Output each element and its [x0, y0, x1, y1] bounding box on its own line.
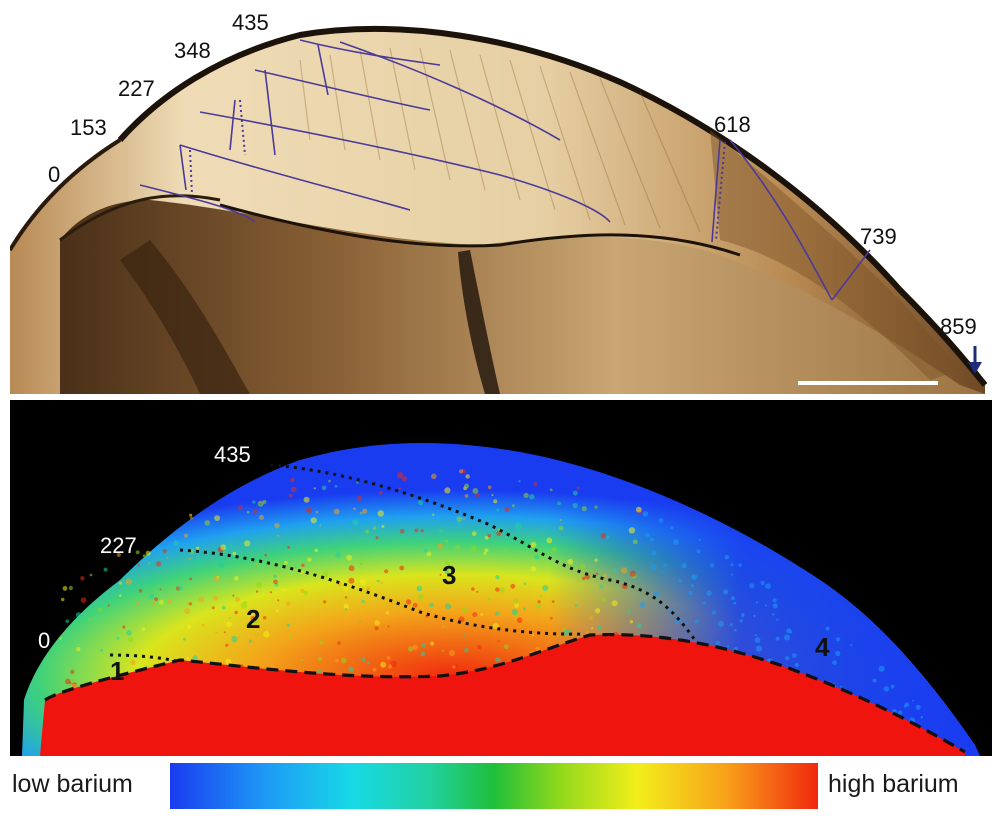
- zone-label-2: 2: [246, 604, 260, 634]
- tooth-thin-section-panel: [10, 26, 992, 394]
- growth-label-227: 227: [118, 76, 155, 101]
- barium-map-panel: [10, 400, 992, 756]
- map-label-227: 227: [100, 533, 137, 558]
- map-label-0: 0: [38, 628, 50, 653]
- growth-label-859: 859: [940, 314, 977, 339]
- top-growth-labels: 0 153 227 348 435 618 739 859: [48, 10, 977, 339]
- legend-low-label: low barium: [12, 770, 133, 798]
- dentine-high-barium: [40, 634, 965, 756]
- growth-label-153: 153: [70, 115, 107, 140]
- growth-label-348: 348: [174, 38, 211, 63]
- boundary-227: [179, 548, 586, 636]
- growth-label-0: 0: [48, 162, 60, 187]
- growth-label-618: 618: [714, 112, 751, 137]
- barium-colorbar: [170, 763, 818, 809]
- boundary-0: [109, 653, 181, 664]
- boundary-435: [269, 463, 697, 641]
- legend-high-label: high barium: [828, 770, 959, 798]
- growth-label-739: 739: [860, 224, 897, 249]
- zone-label-3: 3: [442, 560, 456, 590]
- dentine-boundary: [44, 632, 966, 754]
- dentine-layer: [60, 200, 985, 394]
- zone-label-4: 4: [815, 632, 830, 662]
- arrow-down-icon: [968, 346, 982, 374]
- incremental-lines: [139, 39, 871, 301]
- scale-bar: [798, 381, 938, 385]
- zone-label-1: 1: [110, 656, 124, 686]
- map-label-435: 435: [214, 442, 251, 467]
- growth-label-435: 435: [232, 10, 269, 35]
